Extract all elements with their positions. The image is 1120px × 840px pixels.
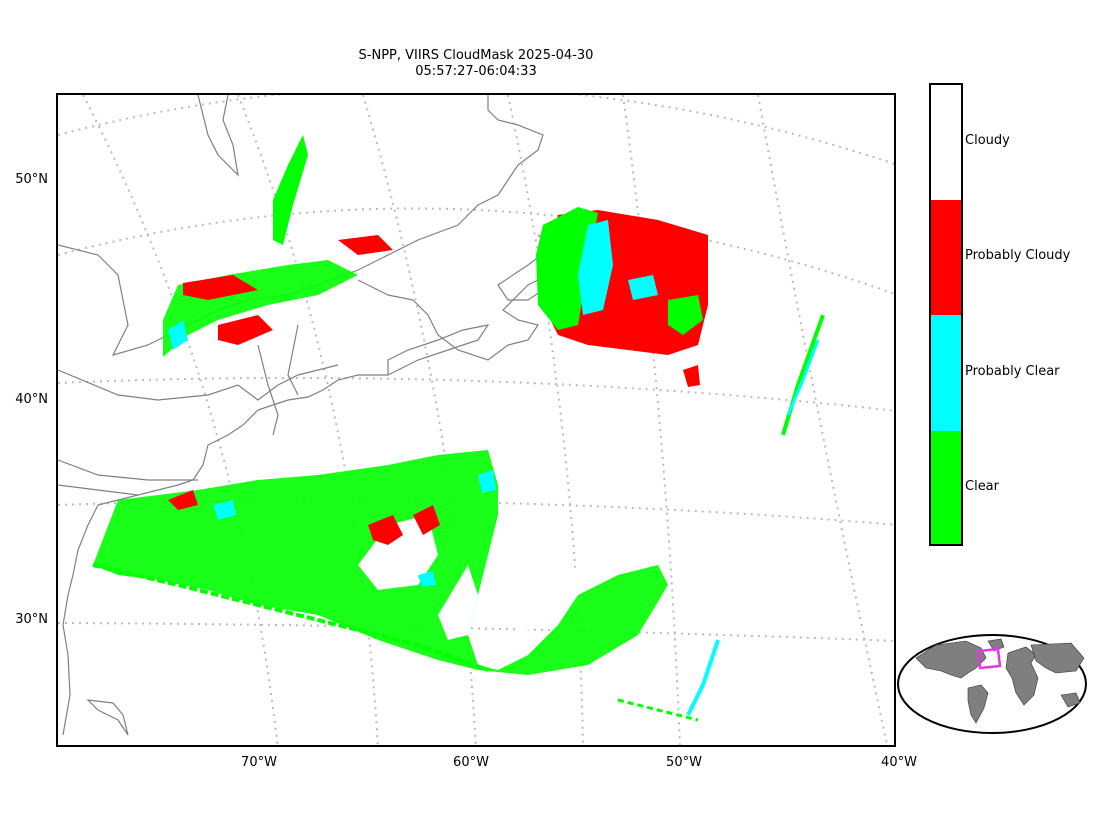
prob-cloudy-northwest-3 [338,235,393,255]
border-states-2 [58,484,139,496]
lon-label-70w: 70°W [241,755,277,770]
cloudy-gap-3 [508,565,598,635]
lon-label-50w: 50°W [666,755,702,770]
inset-south-america [967,684,989,724]
gridline-lon-50 [622,95,681,745]
cloudy-gap-2 [438,565,478,640]
coast-bahamas [86,699,129,736]
gridline-lat-50 [58,95,894,165]
swath-east-edge-upper-cyan [786,339,820,416]
prob-clear-northeast-2 [628,275,658,300]
gridline-lon-70 [82,95,279,745]
prob-cloudy-northwest-1 [183,275,258,300]
lon-label-60w: 60°W [453,755,489,770]
coast-nova-scotia [387,324,490,376]
inset-australia [1060,692,1081,708]
title-line-2: 05:57:27-06:04:33 [415,64,537,79]
gridline-lat-40 [58,376,894,412]
inset-region-box [977,647,1002,670]
border-states-1 [58,459,198,481]
gridline-lon-45 [757,95,889,745]
coastlines [58,95,554,736]
colorbar-segment-cloudy [931,85,961,200]
border-states-3 [257,344,279,436]
colorbar-label-cloudy: Cloudy [965,133,1010,148]
lon-label-40w: 40°W [881,755,917,770]
inset-north-america [915,640,987,679]
clear-northeast-east [668,295,703,335]
gridline-lat-30 [58,622,894,642]
coast-hudson-bay-islands [197,95,239,177]
inset-europe-africa [1005,646,1039,706]
lat-label-50n: 50°N [15,172,48,187]
clear-northwest [163,260,358,357]
prob-cloudy-south-1 [368,515,403,545]
prob-cloudy-south-2 [413,505,440,535]
gridline-lat-45 [58,207,894,295]
prob-cloudy-northwest-2 [218,315,273,345]
colorbar-segment-probably-clear [931,315,961,431]
colorbar-label-clear: Clear [965,479,999,494]
prob-clear-northeast-1 [578,220,613,315]
prob-clear-south-2 [478,470,496,493]
cloudy-gap-1 [358,515,438,590]
lat-label-30n: 30°N [15,612,48,627]
swath-east-edge-upper [781,314,825,436]
map-panel [56,93,896,747]
map-title: S-NPP, VIIRS CloudMask 2025-04-30 05:57:… [276,48,676,80]
clear-northwest-strip [273,135,308,245]
prob-clear-northwest [168,320,188,350]
cloudmask-swath [92,135,825,722]
inset-asia [1030,642,1085,674]
colorbar [929,83,963,546]
coast-us-east [62,424,244,736]
prob-clear-south-1 [213,500,236,520]
colorbar-segment-clear [931,431,961,544]
clear-northeast [536,207,598,330]
coast-north-america [58,95,544,356]
global-locator-map [897,634,1087,734]
coast-new-england [242,374,388,426]
inset-landmasses [915,638,1085,724]
prob-clear-south-3 [418,571,436,587]
gridline-lon-65 [237,95,379,745]
inset-greenland [987,638,1005,652]
colorbar-segment-probably-cloudy [931,200,961,315]
swath-lower-edge [92,563,489,672]
colorbar-label-probably-cloudy: Probably Cloudy [965,248,1071,263]
map-svg [58,95,894,745]
swath-east-edge-lower [686,639,720,716]
swath-lower-edge-east [617,698,699,722]
colorbar-label-probably-clear: Probably Clear [965,364,1060,379]
coast-gulf-st-lawrence [357,234,554,361]
graticule [58,95,894,745]
border-us-canada [58,364,339,401]
title-line-1: S-NPP, VIIRS CloudMask 2025-04-30 [358,48,594,63]
prob-cloudy-east-fleck [683,365,700,387]
lat-label-40n: 40°N [15,392,48,407]
prob-cloudy-south-3 [168,490,198,510]
border-states-4 [287,324,299,396]
